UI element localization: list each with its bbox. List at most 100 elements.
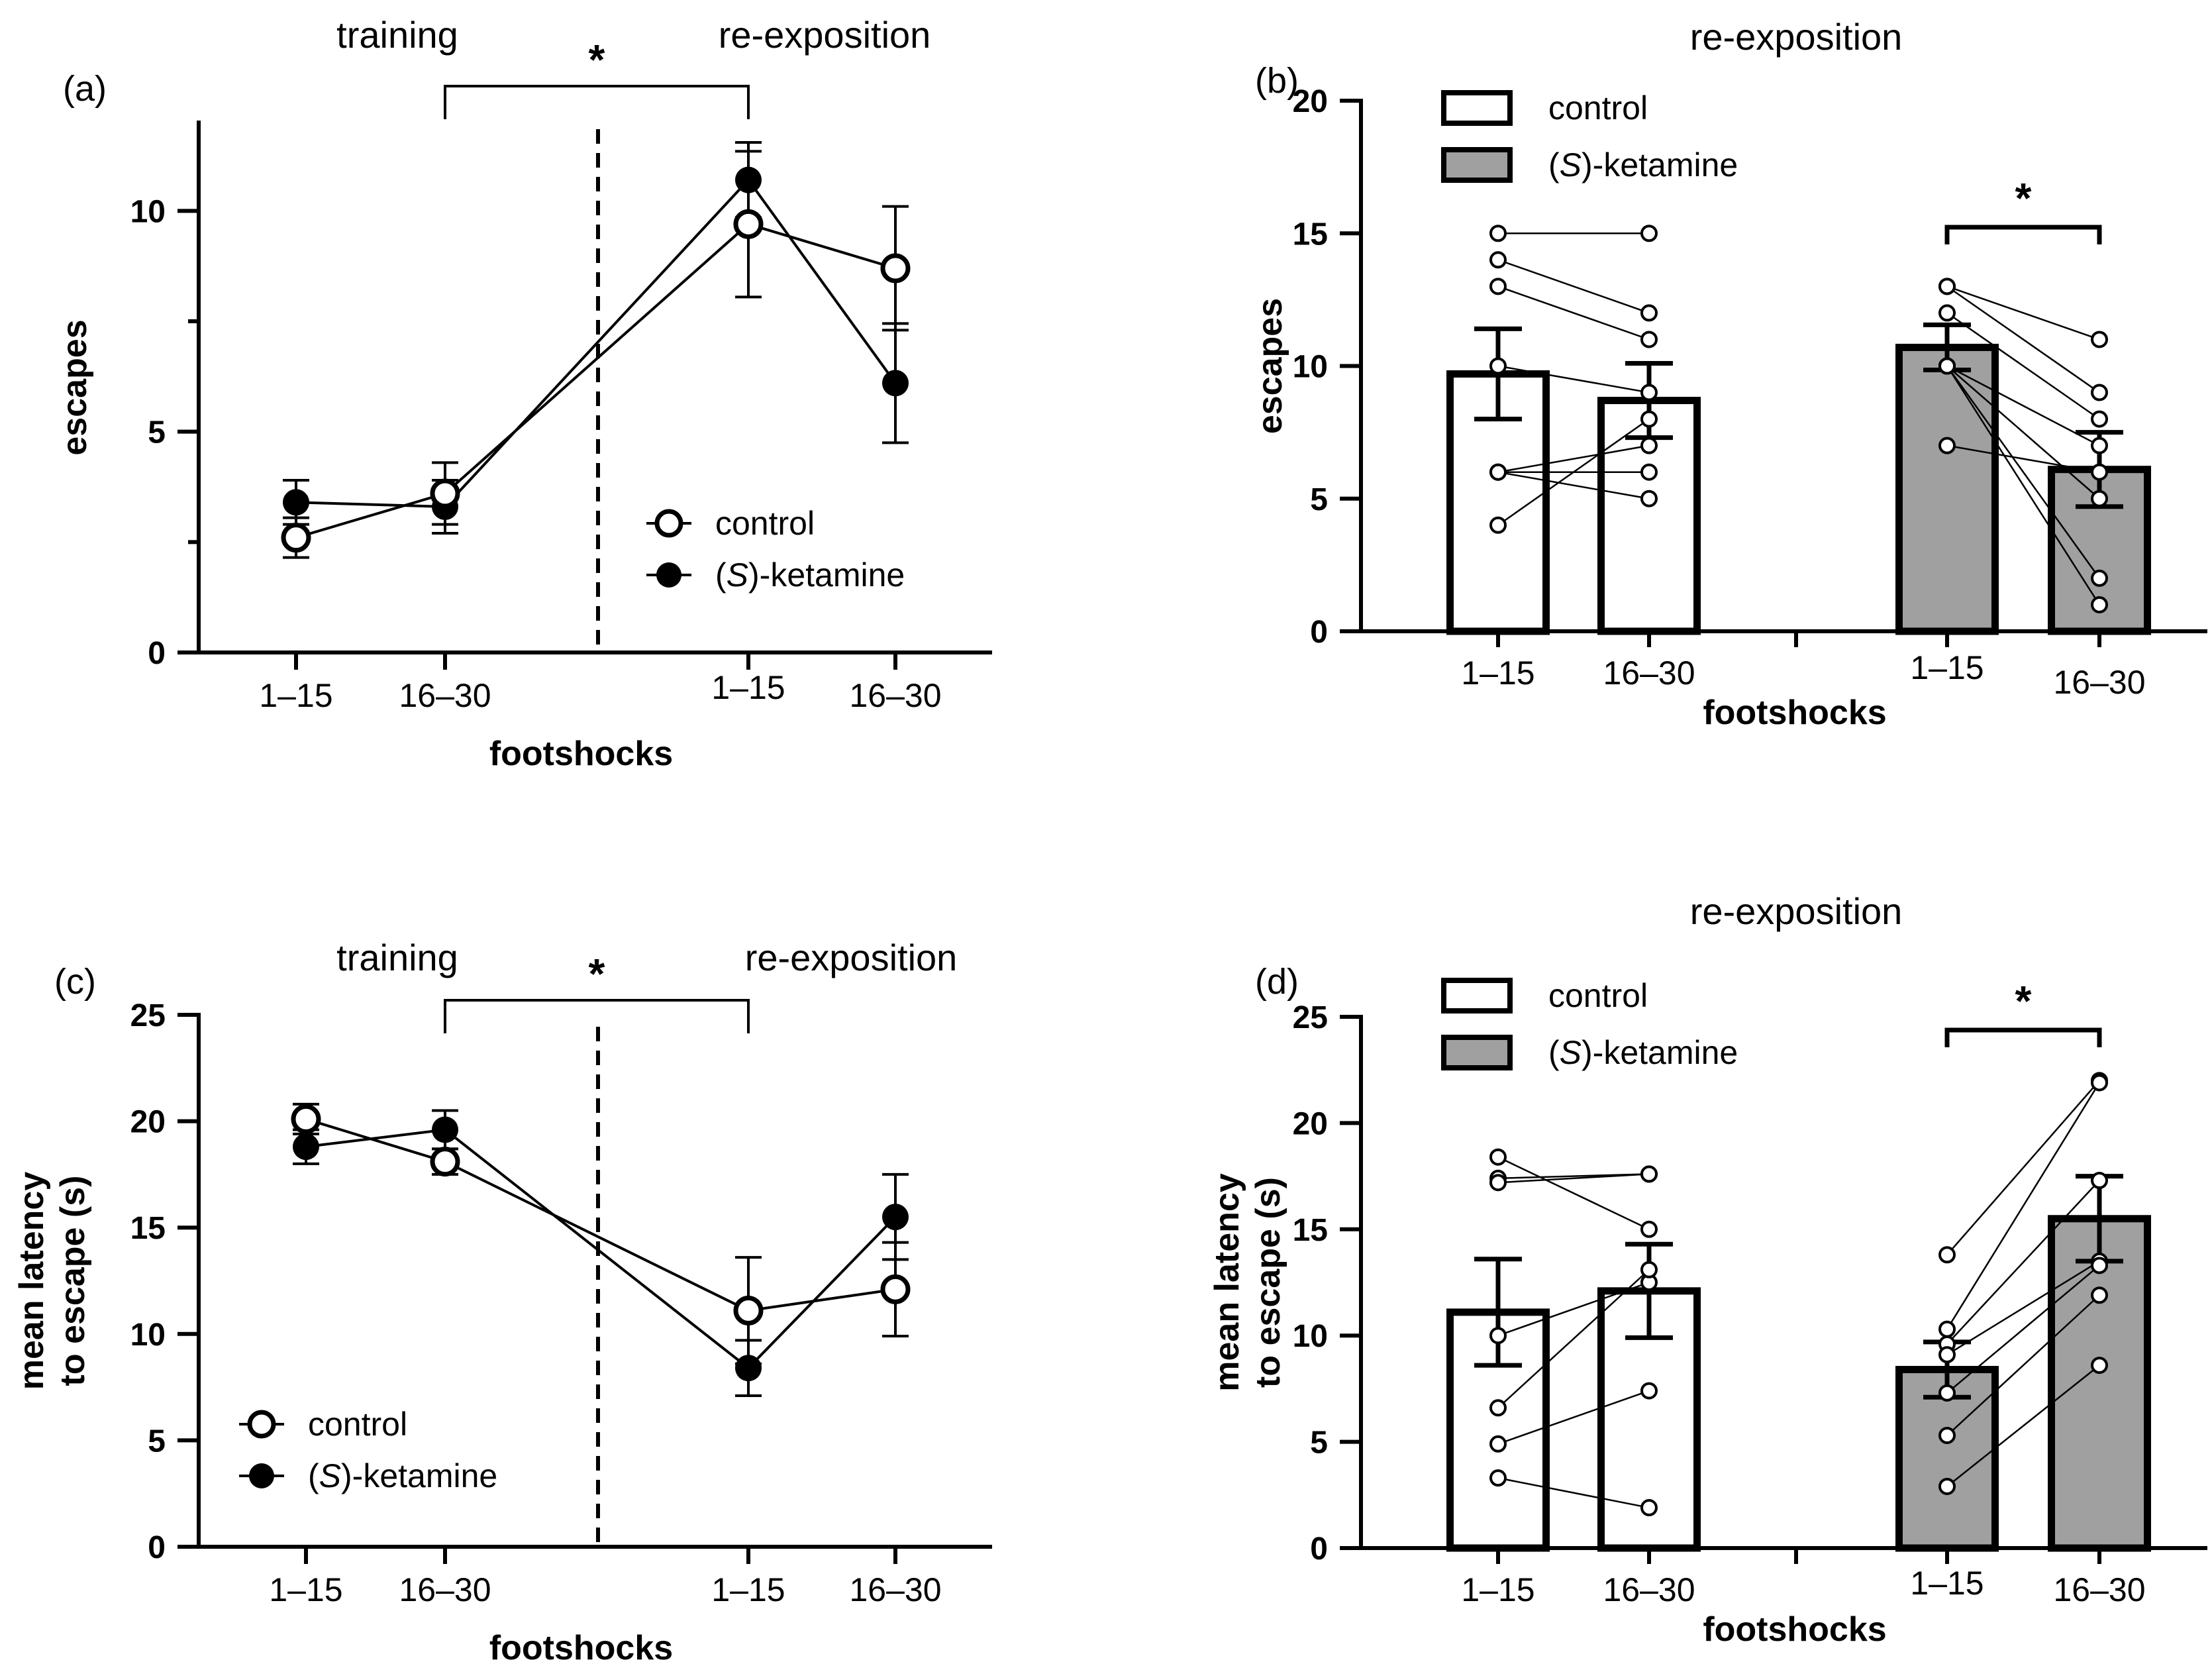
individual-point [1640, 1499, 1658, 1517]
y-tick-label: 5 [148, 1424, 166, 1459]
y-tick-label: 5 [148, 415, 166, 450]
legend-control-label: control [308, 1406, 407, 1443]
ketamine-line [305, 1128, 897, 1370]
individual-point [1938, 304, 1956, 322]
panel-c: 0 5 10 15 20 25 1–15 16–30 1–15 16–30 * training re-… [13, 937, 992, 1662]
ketamine-marker [735, 1355, 762, 1382]
y-tick-label: 5 [1310, 1426, 1328, 1461]
pair-line [1497, 1173, 1650, 1184]
y-axis-title: escapes [1251, 298, 1289, 434]
individual-point [1489, 225, 1507, 242]
x-tick-label: 1–15 [711, 669, 785, 706]
x-tick-label: 16–30 [2053, 664, 2145, 701]
x-tick-label: 1–15 [1910, 1565, 1984, 1602]
significance-star: * [2015, 174, 2032, 222]
pair-line [1497, 471, 1650, 499]
legend-ketamine-s: S [1560, 1034, 1582, 1071]
y-axis-title-line2: to escape (s) [54, 1176, 92, 1386]
ketamine-marker [432, 1116, 458, 1143]
individual-point [1640, 437, 1658, 454]
panel-label: (c) [54, 962, 96, 1002]
y-tick-label: 0 [148, 636, 166, 671]
significance-bracket [1944, 1027, 2102, 1047]
y-tick-label: 10 [1293, 350, 1328, 385]
individual-point [1938, 1426, 1956, 1444]
legend-ketamine-s: S [727, 556, 748, 594]
legend-ketamine-paren-open: ( [715, 556, 727, 594]
individual-point [1938, 1246, 1956, 1264]
x-tick-label: 16–30 [849, 1571, 941, 1608]
individual-point [1938, 1320, 1956, 1338]
panel-label: (b) [1255, 61, 1299, 101]
legend-ketamine-marker [656, 562, 681, 588]
legend-control-marker [247, 1410, 276, 1439]
y-tick-label: 10 [130, 194, 166, 229]
pair-line [1497, 1390, 1650, 1445]
ketamine-marker [882, 1204, 909, 1231]
pair-line [1946, 286, 2100, 340]
legend-ketamine-rest: )-ketamine [1582, 1034, 1738, 1071]
significance-bracket [1944, 225, 2102, 244]
y-tick-label: 15 [130, 1211, 166, 1246]
legend-control-label: control [715, 505, 815, 542]
pair-line [1497, 1477, 1650, 1509]
individual-point [1640, 1382, 1658, 1400]
y-tick-label: 15 [1293, 1213, 1328, 1248]
legend-ketamine-label: (S)-ketamine [715, 556, 905, 594]
legend-control-label: control [1548, 89, 1648, 127]
y-tick-label: 10 [130, 1318, 166, 1353]
individual-point [1938, 278, 1956, 295]
individual-point [2091, 410, 2108, 428]
y-axis-title-line1: mean latency [1208, 1173, 1246, 1392]
individual-point [1640, 1165, 1658, 1183]
panel-label: (a) [63, 69, 107, 109]
individual-point [1489, 1469, 1507, 1487]
pair-line [1497, 1281, 1650, 1337]
legend: control (S)-ketamine [1441, 89, 1738, 183]
legend-ketamine-label: (S)-ketamine [1548, 1034, 1738, 1071]
x-tick-label: 16–30 [2053, 1571, 2145, 1608]
ketamine-marker [293, 1133, 319, 1161]
pair-line [1946, 365, 2100, 499]
control-marker [880, 1274, 911, 1304]
legend-ketamine-rest: )-ketamine [341, 1457, 497, 1494]
legend-control-label: control [1548, 977, 1648, 1014]
panel-title: re-exposition [1690, 16, 1903, 58]
individual-point [1489, 516, 1507, 534]
legend-ketamine-paren-open: ( [1548, 146, 1560, 183]
x-tick-label: 1–15 [269, 1571, 342, 1608]
x-tick-label: 16–30 [399, 1571, 491, 1608]
pair-line [1946, 1265, 2100, 1394]
pair-line [1946, 444, 2100, 473]
y-tick-label: 20 [1293, 1106, 1328, 1141]
y-tick-label: 5 [1310, 482, 1328, 517]
control-marker [430, 478, 460, 509]
x-tick-label: 1–15 [1461, 654, 1534, 692]
pair-line [1497, 418, 1650, 526]
legend-ketamine-marker [249, 1463, 274, 1488]
y-tick-label: 0 [148, 1530, 166, 1565]
pair-line [1946, 1080, 2100, 1256]
individual-point [1640, 490, 1658, 507]
significance-star: * [2015, 977, 2032, 1025]
y-tick-label: 25 [1293, 1000, 1328, 1035]
pair-line [1946, 286, 2100, 393]
control-marker [281, 523, 311, 553]
pair-line [1497, 365, 1650, 393]
individual-point [2091, 384, 2108, 401]
legend-ketamine-s: S [1560, 146, 1582, 183]
legend-control-swatch [1441, 90, 1513, 126]
x-axis-title: footshocks [489, 1629, 673, 1662]
individual-point [1640, 304, 1658, 322]
individual-point [2091, 1074, 2108, 1092]
y-tick-label: 20 [1293, 84, 1328, 119]
individual-point [2091, 1286, 2108, 1304]
individual-point [1640, 331, 1658, 348]
legend-ketamine-label: (S)-ketamine [1548, 146, 1738, 183]
individual-point [1489, 463, 1507, 481]
individual-point [1489, 1399, 1507, 1417]
panel-a: 0 5 10 1–15 16–30 1–15 16–30 * training re-exposi… [56, 14, 992, 773]
legend: control (S)-ketamine [239, 1406, 497, 1494]
individual-point [1489, 1148, 1507, 1166]
